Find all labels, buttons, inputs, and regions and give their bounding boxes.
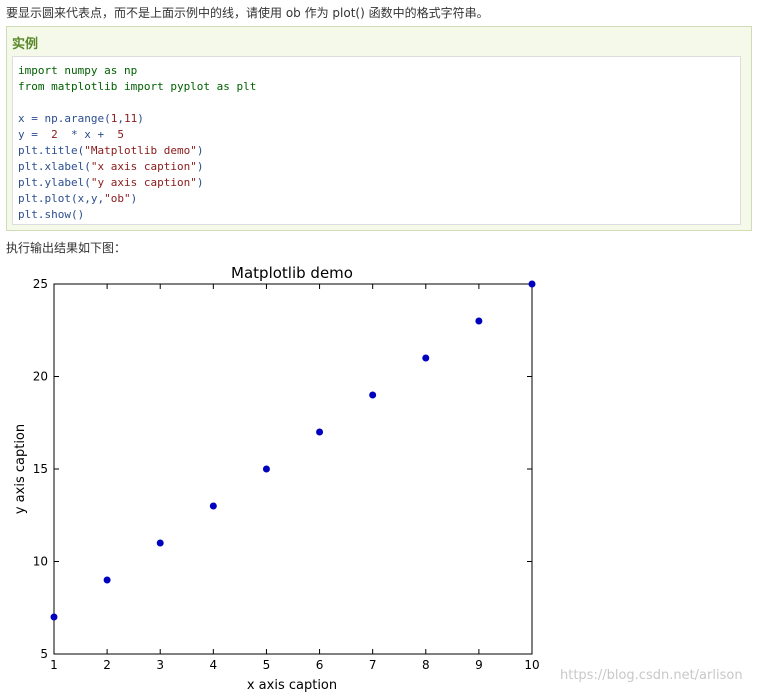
y-tick-label: 15 [33,462,48,476]
code-token: "x axis caption" [90,160,197,173]
code-token: 1 [110,112,118,125]
code-token: ) [130,192,138,205]
data-point [262,465,270,473]
code-token: 2 [51,128,58,141]
x-tick-label: 1 [50,658,58,672]
code-token: 11 [123,112,138,125]
data-point [528,280,536,288]
code-token: plt.show() [18,208,85,221]
x-tick-label: 10 [524,658,539,672]
code-line: plt.show() [18,207,740,223]
chart-svg: Matplotlib demo 1 2 3 4 5 6 7 8 9 10 5 10 15 20 25 x a… [13,264,540,693]
result-label: 执行输出结果如下图： [6,241,127,255]
x-tick-label: 7 [369,658,377,672]
code-token: ) [137,112,144,125]
code-token: 5 [117,128,124,141]
chart-title: Matplotlib demo [231,264,353,282]
y-tick-label: 5 [40,647,48,661]
x-axis-label: x axis caption [247,678,337,693]
code-token: plt.plot(x,y, [18,192,105,205]
x-tick-label: 3 [156,658,164,672]
code-token: plt.ylabel( [18,176,91,189]
code-line: y = 2 * x + 5 [18,127,740,143]
data-point [156,539,164,547]
code-block[interactable]: import numpy as np from matplotlib import… [12,56,741,225]
y-tick-label: 20 [33,370,48,384]
code-token: plt.title( [18,144,85,157]
plot-area [53,283,533,655]
x-tick-label: 8 [422,658,430,672]
code-line: plt.title("Matplotlib demo") [18,143,740,159]
code-token: x = np.arange( [18,112,111,125]
chart-image: Matplotlib demo 1 2 3 4 5 6 7 8 9 10 5 10 15 20 25 x a… [0,258,560,694]
x-tick-label: 2 [103,658,111,672]
data-point [369,391,377,399]
code-line [18,95,740,111]
intro-text: 要显示圆来代表点，而不是上面示例中的线，请使用 ob 作为 plot() 函数中… [6,6,489,20]
data-point [209,502,217,510]
code-token: import numpy as np [18,64,138,77]
code-token: "y axis caption" [90,176,197,189]
data-point [475,317,483,325]
data-point [316,428,324,436]
code-token: plt.xlabel( [18,160,91,173]
code-line: import numpy as np [18,63,740,79]
code-token: ) [196,176,204,189]
scatter-points [50,280,536,621]
code-line: plt.ylabel("y axis caption") [18,175,740,191]
code-token: * x + [57,128,118,141]
y-axis-label: y axis caption [13,424,28,514]
x-tick-label: 6 [316,658,324,672]
data-point [103,576,111,584]
code-line: from matplotlib import pyplot as plt [18,79,740,95]
x-tick-label: 9 [475,658,483,672]
code-token: "Matplotlib demo" [84,144,197,157]
x-tick-label: 4 [210,658,218,672]
code-line: plt.xlabel("x axis caption") [18,159,740,175]
y-tick-label: 25 [33,277,48,291]
example-box: 实例 import numpy as np from matplotlib imp… [6,26,752,231]
x-tick-label: 5 [263,658,271,672]
code-token: "ob" [104,192,131,205]
code-token: , [117,112,124,125]
code-token: y = [18,128,52,141]
example-title: 实例 [12,37,39,52]
code-token: ) [196,144,204,157]
code-line: x = np.arange(1,11) [18,111,740,127]
code-token: from matplotlib import pyplot as plt [18,80,257,93]
y-tick-label: 10 [33,555,48,569]
data-point [422,354,430,362]
data-point [50,613,58,621]
code-token: ) [196,160,204,173]
watermark: https://blog.csdn.net/arlison [560,668,743,683]
code-line: plt.plot(x,y,"ob") [18,191,740,207]
